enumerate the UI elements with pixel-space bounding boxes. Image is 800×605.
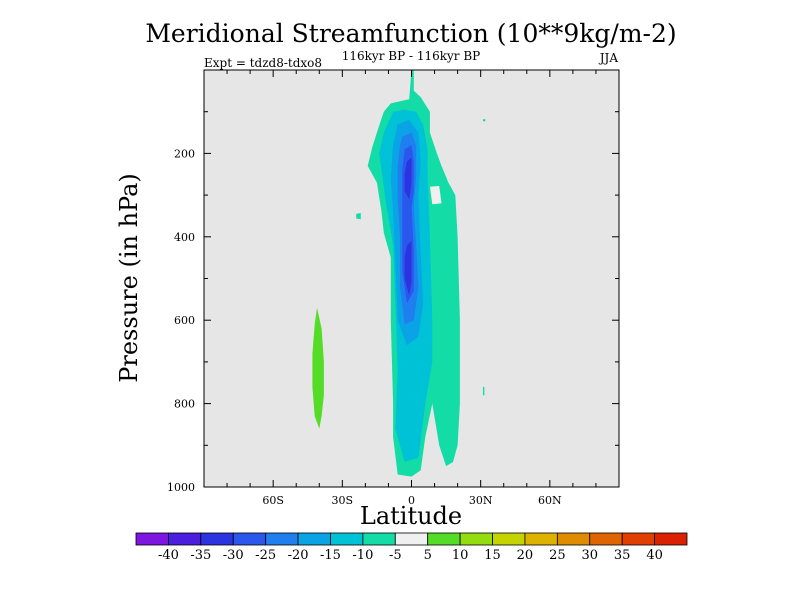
colorbar-label: -5 <box>389 548 402 563</box>
colorbar-swatch <box>232 532 267 546</box>
colorbar-label: 10 <box>452 548 469 563</box>
colorbar-label: 20 <box>517 548 534 563</box>
colorbar-swatch <box>135 532 169 546</box>
x-tick-label: 60S <box>262 494 284 507</box>
y-tick-label: 600 <box>174 314 195 327</box>
x-tick-label: 30N <box>469 494 493 507</box>
contour-region-sh-positive-cell <box>312 307 324 429</box>
colorbar-swatch <box>459 532 493 546</box>
colorbar: -40 -35 -30 -25 -20 -15 -10 -5 5 10 15 20 25 30 35 40 <box>135 532 688 563</box>
colorbar-swatch <box>621 532 655 546</box>
y-tick-label: 400 <box>174 231 195 244</box>
contour-region-nh-tick-lower <box>483 386 485 396</box>
contour-region-upper-right-blob <box>429 185 442 205</box>
x-axis: 60S 30S 0 30N 60N <box>203 70 620 507</box>
y-tick-label: 1000 <box>167 481 195 494</box>
colorbar-label: -30 <box>223 548 244 563</box>
colorbar-label: 25 <box>549 548 566 563</box>
x-tick-label: 60N <box>538 494 562 507</box>
x-tick-label: 30S <box>332 494 354 507</box>
colorbar-label: -20 <box>288 548 309 563</box>
colorbar-swatch <box>297 532 331 546</box>
y-tick-label: 800 <box>174 398 195 411</box>
colorbar-swatch <box>168 532 202 546</box>
subtitle-period: 116kyr BP - 116kyr BP <box>342 49 480 63</box>
colorbar-swatch <box>556 532 591 546</box>
subtitle-season: JJA <box>598 51 619 65</box>
colorbar-label: 35 <box>614 548 631 563</box>
subtitle-experiment: Expt = tdzd8-tdxo8 <box>204 56 322 70</box>
colorbar-swatch <box>427 532 461 546</box>
colorbar-label: -40 <box>158 548 179 563</box>
colorbar-swatch <box>492 532 526 546</box>
y-axis: 200 400 600 800 1000 <box>167 111 619 494</box>
colorbar-label: 15 <box>484 548 501 563</box>
contour-region-equatorial-cell-c35-lower <box>404 241 412 296</box>
colorbar-label: 30 <box>581 548 598 563</box>
colorbar-swatch <box>654 532 688 546</box>
colorbar-swatch <box>589 532 623 546</box>
colorbar-label: -15 <box>320 548 341 563</box>
x-axis-label: Latitude <box>360 502 462 530</box>
contour-regions <box>312 70 486 477</box>
colorbar-label: -35 <box>190 548 211 563</box>
colorbar-swatch <box>362 532 396 546</box>
colorbar-swatch <box>265 532 299 546</box>
x-tick-label: 0 <box>408 494 415 507</box>
colorbar-label: 40 <box>646 548 663 563</box>
colorbar-swatch <box>524 532 558 546</box>
colorbar-label: -25 <box>255 548 276 563</box>
y-axis-label: Pressure (in hPa) <box>115 173 143 383</box>
colorbar-label: 5 <box>424 548 432 563</box>
contour-region-equatorial-cell-c35-upper <box>404 157 412 200</box>
colorbar-swatch <box>200 532 234 546</box>
colorbar-swatch <box>394 532 429 546</box>
contour-region-left-tick <box>356 213 361 220</box>
colorbar-label: -10 <box>352 548 373 563</box>
colorbar-swatch <box>330 532 364 546</box>
contour-region-nh-tick-upper <box>483 119 486 122</box>
y-tick-label: 200 <box>174 147 195 160</box>
chart-title: Meridional Streamfunction (10**9kg/m-2) <box>145 19 676 48</box>
